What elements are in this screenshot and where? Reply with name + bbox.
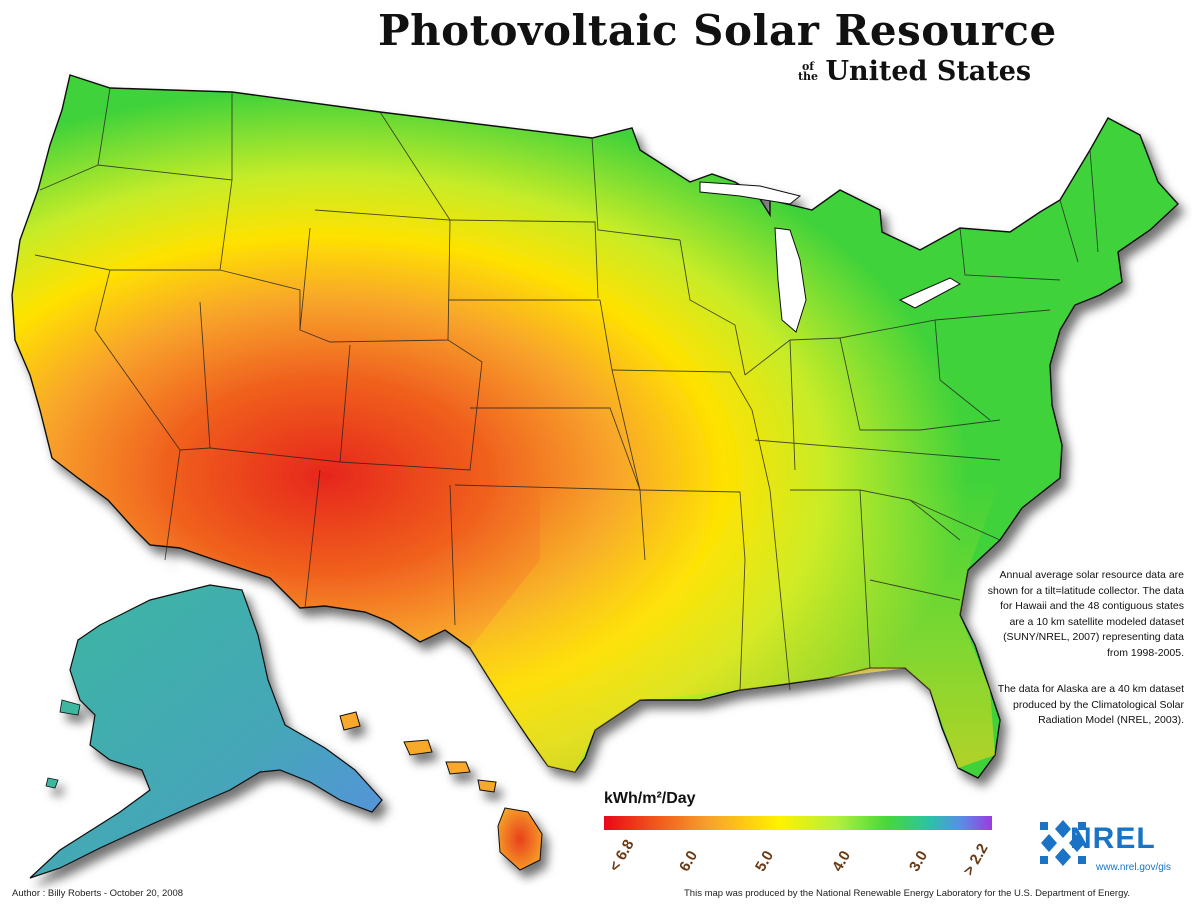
legend-title: kWh/m²/Day — [604, 790, 696, 807]
note-paragraph-2: The data for Alaska are a 40 km dataset … — [997, 683, 1184, 726]
south-tint — [470, 480, 1000, 772]
subtitle-united-states: United States — [825, 56, 1032, 87]
nrel-url-link[interactable]: www.nrel.gov/gis — [1096, 862, 1172, 873]
state-borders — [34, 87, 1099, 691]
lake-erie — [898, 277, 962, 309]
hawaii — [339, 711, 543, 871]
footer-credit: This map was produced by the National Re… — [684, 888, 1131, 899]
contiguous-us — [11, 74, 1179, 779]
hawaii-island — [477, 779, 497, 793]
nrel-logo-icon — [1040, 820, 1086, 866]
hawaii-big-island — [497, 807, 543, 871]
page-subtitle: of the United States — [795, 56, 1031, 87]
hawaii-island — [339, 711, 361, 731]
legend-color-bar — [604, 816, 992, 830]
lake-superior — [699, 181, 802, 205]
lake-michigan — [774, 227, 807, 333]
hawaii-island — [403, 739, 433, 756]
hawaii-island — [445, 761, 471, 775]
footer-author: Author : Billy Roberts - October 20, 200… — [12, 888, 184, 899]
subtitle-the: the — [797, 69, 819, 83]
subtitle-of: of — [801, 59, 815, 73]
nrel-logo-text: NREL — [1070, 822, 1156, 855]
alaska-shape — [29, 584, 383, 879]
page-title: Photovoltaic Solar Resource — [378, 6, 1057, 55]
note-paragraph-1: Annual average solar resource data are s… — [987, 569, 1184, 659]
alaska — [29, 584, 383, 879]
subtitle-of-the: of the — [795, 59, 821, 83]
aleutian-island — [45, 777, 59, 789]
aleutian-island — [59, 699, 81, 716]
